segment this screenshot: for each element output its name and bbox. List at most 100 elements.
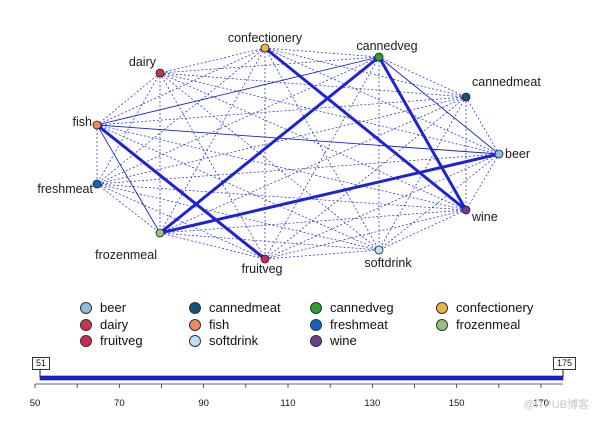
node-label-wine: wine	[471, 210, 498, 224]
strong-links	[96, 46, 500, 261]
web-graph: confectionery cannedveg dairy cannedmeat fis…	[37, 31, 541, 276]
link-cannedmeat-freshmeat	[96, 96, 467, 185]
axis-tick-label: 90	[198, 398, 209, 409]
link-cannedveg-fruitveg	[264, 56, 380, 260]
node-label-fruitveg: fruitveg	[242, 262, 283, 276]
link-dairy-freshmeat	[96, 72, 161, 185]
link-wine-frozenmeal	[159, 209, 467, 234]
medium-links	[96, 56, 500, 234]
link-fish-wine	[96, 124, 467, 211]
axis-tick-label: 110	[280, 398, 296, 409]
axis-tick-label: 70	[114, 398, 125, 409]
link-cannedveg-beer	[378, 56, 500, 155]
legend-label-cannedmeat: cannedmeat	[209, 300, 281, 315]
link-cannedmeat-beer	[465, 96, 500, 155]
legend-label-frozenmeal: frozenmeal	[456, 317, 521, 332]
legend-swatch-softdrink	[189, 334, 201, 347]
link-confectionery-fish	[96, 47, 266, 126]
node-label-softdrink: softdrink	[364, 256, 412, 270]
legend-label-dairy: dairy	[100, 317, 129, 332]
node-freshmeat[interactable]	[92, 179, 102, 189]
node-fruitveg[interactable]	[260, 254, 270, 264]
legend-label-cannedveg: cannedveg	[330, 300, 394, 315]
link-dairy-fish	[96, 72, 161, 126]
node-frozenmeal[interactable]	[155, 228, 165, 238]
legend-swatch-cannedveg	[310, 301, 322, 314]
legend-swatch-dairy	[80, 318, 92, 331]
legend-item-fruitveg: fruitveg	[80, 333, 143, 348]
link-confectionery-cannedmeat	[264, 47, 467, 98]
link-cannedveg-fish	[96, 56, 380, 126]
legend-label-softdrink: softdrink	[209, 333, 259, 348]
node-label-confectionery: confectionery	[228, 31, 303, 45]
legend-swatch-confectionery	[436, 301, 448, 314]
watermark: @ITPUB博客	[523, 399, 589, 411]
weak-links	[96, 47, 500, 260]
axis-tick-label: 170	[533, 398, 549, 409]
legend-label-confectionery: confectionery	[456, 300, 534, 315]
legend-item-frozenmeal: frozenmeal	[436, 317, 520, 332]
legend-item-softdrink: softdrink	[189, 333, 258, 348]
nodes: confectionery cannedveg dairy cannedmeat fis…	[37, 31, 541, 276]
link-fruitveg-softdrink	[264, 249, 380, 260]
slider-min-label: 51	[32, 357, 51, 370]
link-confectionery-softdrink	[264, 47, 380, 251]
link-confectionery-freshmeat	[96, 47, 266, 185]
node-fish[interactable]	[92, 120, 102, 130]
legend-item-confectionery: confectionery	[436, 300, 533, 315]
legend: beer cannedmeat cannedveg confectionery dair…	[0, 0, 597, 348]
link-cannedveg-dairy	[159, 56, 380, 74]
legend-item-cannedveg: cannedveg	[310, 300, 394, 315]
legend-label-fruitveg: fruitveg	[100, 333, 143, 348]
link-wine-fruitveg	[264, 209, 467, 260]
link-fish-beer	[96, 124, 500, 155]
legend-label-freshmeat: freshmeat	[330, 317, 388, 332]
node-confectionery[interactable]	[260, 43, 270, 53]
node-label-beer: beer	[505, 147, 530, 161]
link-threshold-slider[interactable]: 51 175 50 70 90 110 130 150 170	[0, 355, 597, 422]
legend-label-fish: fish	[209, 317, 230, 332]
node-dairy[interactable]	[155, 68, 165, 78]
link-confectionery-wine	[264, 46, 467, 212]
link-confectionery-beer	[264, 47, 500, 155]
node-label-fish: fish	[73, 115, 93, 129]
node-wine[interactable]	[461, 205, 471, 215]
link-confectionery-dairy	[159, 47, 266, 74]
link-wine-softdrink	[378, 209, 467, 251]
legend-item-cannedmeat: cannedmeat	[189, 300, 281, 315]
axis-tick-label: 50	[29, 398, 41, 409]
node-label-dairy: dairy	[129, 55, 157, 69]
link-fish-frozenmeal	[96, 124, 161, 234]
link-frozenmeal-softdrink	[159, 232, 380, 251]
legend-item-fish: fish	[189, 317, 229, 332]
slider-max-label: 175	[553, 357, 577, 370]
legend-item-dairy: dairy	[80, 317, 128, 332]
node-beer[interactable]	[494, 149, 504, 159]
link-freshmeat-frozenmeal	[96, 183, 161, 234]
link-freshmeat-fruitveg	[96, 183, 266, 260]
axis-tick-label: 150	[448, 398, 465, 409]
link-beer-wine	[465, 153, 500, 211]
slider-track[interactable]	[0, 355, 597, 395]
node-softdrink[interactable]	[374, 245, 384, 255]
link-cannedveg-wine	[377, 56, 468, 211]
link-confectionery-cannedveg	[264, 47, 380, 58]
node-cannedveg[interactable]	[374, 52, 384, 62]
node-label-freshmeat: freshmeat	[37, 182, 93, 196]
legend-swatch-cannedmeat	[189, 301, 201, 314]
node-label-cannedveg: cannedveg	[356, 39, 417, 53]
legend-label-beer: beer	[100, 300, 127, 315]
link-dairy-fruitveg	[159, 72, 266, 260]
link-confectionery-frozenmeal	[159, 47, 266, 234]
link-freshmeat-wine	[96, 183, 467, 211]
legend-label-wine: wine	[330, 333, 357, 348]
link-beer-freshmeat	[96, 153, 500, 185]
node-label-cannedmeat: cannedmeat	[472, 75, 541, 89]
legend-swatch-freshmeat	[310, 318, 322, 331]
link-freshmeat-softdrink	[96, 183, 380, 251]
link-beer-softdrink	[378, 153, 500, 251]
link-fish-softdrink	[96, 124, 380, 251]
link-beer-fruitveg	[264, 153, 500, 260]
legend-item-freshmeat: freshmeat	[310, 317, 388, 332]
node-cannedmeat[interactable]	[461, 92, 471, 102]
